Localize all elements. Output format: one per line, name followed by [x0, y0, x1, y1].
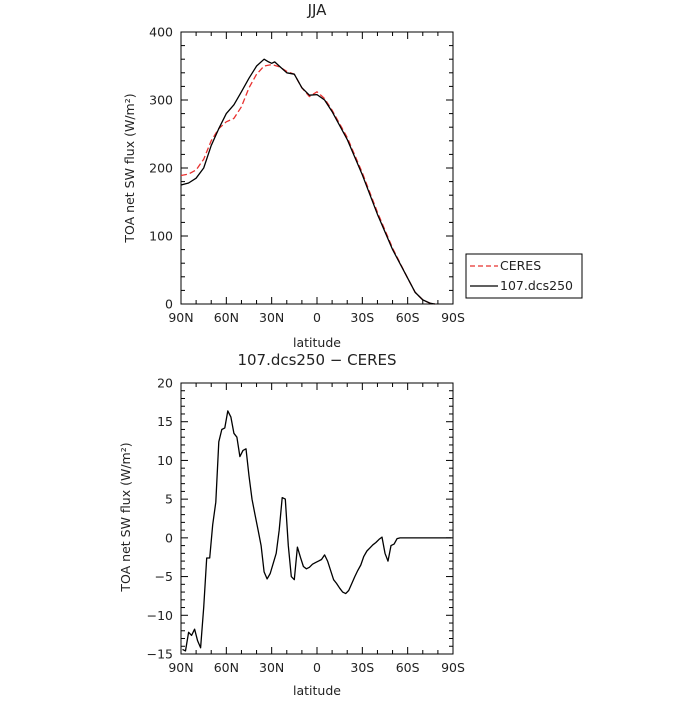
top-y-tick-label: 200 [149, 161, 173, 176]
bottom-x-tick-label: 60S [396, 660, 420, 675]
bottom-y-tick-label: 0 [165, 530, 173, 545]
bottom-x-tick-label: 90S [441, 660, 465, 675]
bottom-chart-title: 107.dcs250 − CERES [237, 351, 396, 369]
bottom-chart-frame [180, 382, 454, 655]
top-y-tick-label: 300 [149, 93, 173, 108]
bottom-chart-y-axis-label: TOA net SW flux (W/m²) [118, 442, 133, 592]
bottom-x-tick-label: 30S [350, 660, 374, 675]
top-chart-title: JJA [307, 1, 328, 19]
legend-label-ceres: CERES [500, 258, 541, 273]
bottom-y-tick-label: −10 [147, 608, 173, 623]
bottom-x-tick-label: 0 [313, 660, 321, 675]
top-x-tick-label: 60N [214, 310, 239, 325]
top-series-line-107-dcs250 [180, 58, 435, 305]
top-series-line-ceres [180, 63, 435, 305]
bottom-y-tick-label: 20 [157, 376, 173, 391]
bottom-series-line-difference [182, 410, 452, 652]
bottom-y-tick-label: 5 [165, 492, 173, 507]
bottom-y-tick-label: 10 [157, 453, 173, 468]
top-x-tick-label: 90N [168, 310, 193, 325]
bottom-y-tick-label: −5 [155, 569, 173, 584]
legend-box [465, 253, 583, 299]
top-x-tick-label: 90S [441, 310, 465, 325]
bottom-y-tick-label: −15 [147, 647, 173, 662]
legend-label-107-dcs250: 107.dcs250 [500, 278, 573, 293]
bottom-chart-panel: 107.dcs250 − CERES TOA net SW flux (W/m²… [118, 351, 465, 698]
top-y-tick-label: 400 [149, 25, 173, 40]
top-x-tick-label: 60S [396, 310, 420, 325]
bottom-x-tick-label: 90N [168, 660, 193, 675]
top-y-tick-label: 0 [165, 297, 173, 312]
legend: CERES 107.dcs250 [465, 253, 583, 299]
top-chart-panel: JJA TOA net SW flux (W/m²) latitude CERE… [122, 1, 583, 350]
bottom-x-tick-label: 60N [214, 660, 239, 675]
top-y-tick-label: 100 [149, 229, 173, 244]
top-x-tick-label: 30N [259, 310, 284, 325]
top-chart-y-axis-label: TOA net SW flux (W/m²) [122, 93, 137, 243]
bottom-y-tick-label: 15 [157, 414, 173, 429]
top-x-tick-label: 0 [313, 310, 321, 325]
top-chart-frame [180, 31, 454, 305]
top-chart-x-axis-label: latitude [293, 335, 341, 350]
bottom-chart-x-axis-label: latitude [293, 683, 341, 698]
bottom-x-tick-label: 30N [259, 660, 284, 675]
top-x-tick-label: 30S [350, 310, 374, 325]
